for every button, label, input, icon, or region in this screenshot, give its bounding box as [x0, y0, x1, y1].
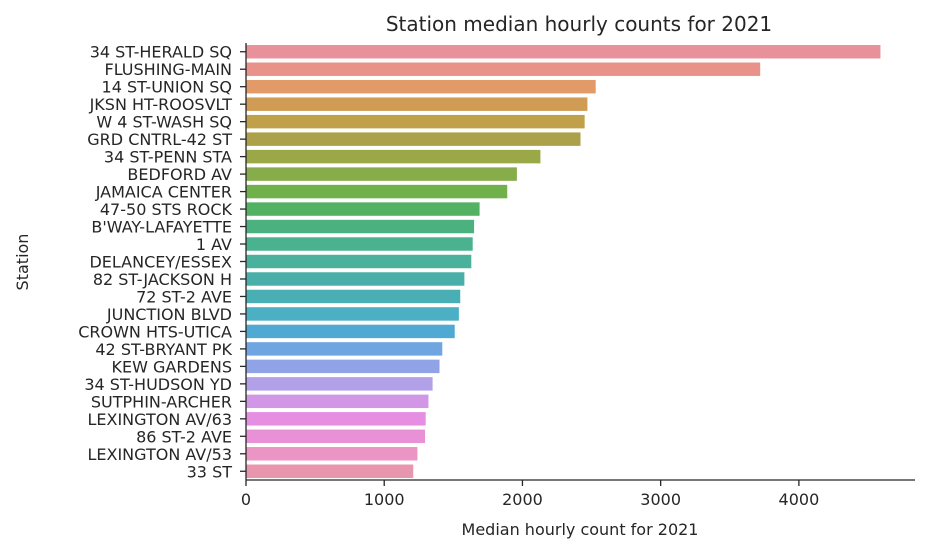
bar: [246, 184, 508, 199]
bar: [246, 429, 425, 444]
bar: [246, 219, 475, 234]
x-ticks: 0 1000 2000 3000 4000: [241, 480, 819, 509]
bar: [246, 45, 881, 59]
x-tick-label: 1000: [364, 490, 405, 509]
x-tick-label: 2000: [502, 490, 543, 509]
bar: [246, 167, 517, 181]
y-tick-label: 34 ST-HERALD SQ: [90, 43, 232, 62]
bar: [246, 289, 461, 304]
y-tick-label: LEXINGTON AV/53: [87, 445, 232, 464]
bar: [246, 307, 459, 321]
bar: [246, 377, 433, 391]
bar: [246, 342, 443, 356]
y-tick-label: 14 ST-UNION SQ: [102, 78, 232, 97]
y-tick-label: BEDFORD AV: [127, 165, 232, 184]
y-tick-label: GRD CNTRL-42 ST: [87, 130, 232, 149]
y-tick-label: JUNCTION BLVD: [106, 305, 232, 324]
bar: [246, 149, 541, 164]
x-tick-label: 3000: [640, 490, 681, 509]
bar: [246, 114, 585, 129]
y-axis-label: Station: [13, 234, 32, 291]
bar: [246, 202, 480, 216]
bar: [246, 394, 429, 409]
bar: [246, 412, 426, 426]
bar: [246, 62, 761, 76]
y-tick-label: FLUSHING-MAIN: [104, 60, 232, 79]
y-tick-label: 34 ST-HUDSON YD: [84, 375, 232, 394]
bar: [246, 359, 440, 374]
x-axis-label: Median hourly count for 2021: [462, 520, 699, 539]
y-tick-label: 82 ST-JACKSON H: [93, 270, 232, 289]
y-tick-label: W 4 ST-WASH SQ: [96, 113, 232, 132]
y-tick-label: KEW GARDENS: [111, 357, 232, 376]
y-tick-label: B'WAY-LAFAYETTE: [91, 218, 232, 237]
chart-title: Station median hourly counts for 2021: [386, 12, 772, 36]
y-tick-label: 47-50 STS ROCK: [100, 200, 233, 219]
bar: [246, 447, 418, 461]
bar: [246, 97, 588, 111]
y-tick-label: 1 AV: [196, 235, 232, 254]
x-tick-label: 0: [241, 490, 251, 509]
y-tick-label: CROWN HTS-UTICA: [78, 322, 232, 341]
y-tick-label: DELANCEY/ESSEX: [89, 253, 232, 272]
bar: [246, 272, 465, 286]
x-tick-label: 4000: [779, 490, 820, 509]
y-tick-label: 86 ST-2 AVE: [136, 427, 232, 446]
bar: [246, 324, 455, 339]
y-tick-label: LEXINGTON AV/63: [87, 410, 232, 429]
y-tick-label: SUTPHIN-ARCHER: [91, 392, 232, 411]
bar: [246, 79, 596, 94]
bar: [246, 254, 472, 269]
bars-group: [246, 45, 881, 478]
y-tick-label: 72 ST-2 AVE: [136, 287, 232, 306]
y-tick-label: 34 ST-PENN STA: [104, 148, 232, 167]
y-tick-label: 42 ST-BRYANT PK: [95, 340, 232, 359]
y-tick-label: JAMAICA CENTER: [95, 183, 232, 202]
bar: [246, 464, 414, 478]
bar: [246, 132, 581, 146]
y-tick-label: JKSN HT-ROOSVLT: [89, 95, 233, 114]
bar: [246, 237, 473, 251]
y-tick-label: 33 ST: [187, 462, 233, 481]
